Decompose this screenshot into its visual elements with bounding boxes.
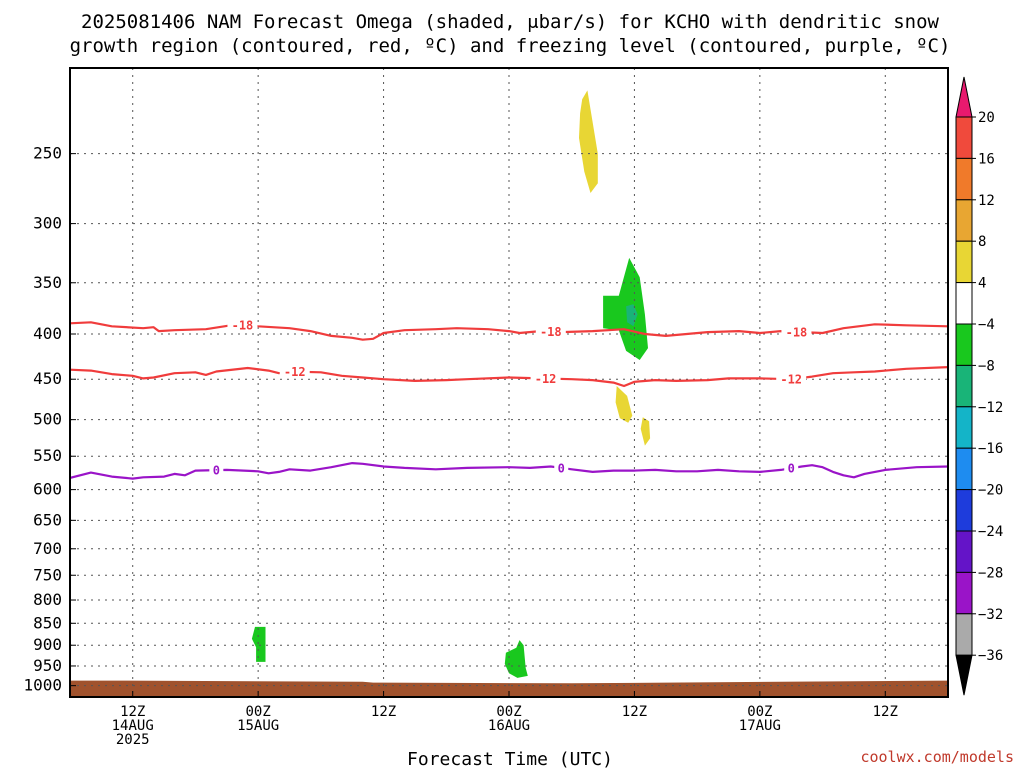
- omega-shade-1: [603, 257, 648, 360]
- contour-label-bg-2-0: [209, 463, 224, 478]
- y-tick-label-700: 700: [33, 539, 62, 558]
- grid-lines: [70, 68, 948, 697]
- plot-frame: [69, 67, 949, 698]
- y-tick-label-1000: 1000: [23, 676, 62, 695]
- colorbar-label-8: −16: [978, 441, 1003, 457]
- contour-label-bg-1-2: [776, 372, 807, 387]
- plot-content: -18 -18 -18 -12 -12 -12 0 0 0: [70, 68, 948, 697]
- x-tick-label-18-1: 15AUG: [237, 718, 279, 734]
- omega-shade-0: [579, 90, 598, 193]
- colorbar-segment-4: [955, 282, 973, 325]
- colorbar-label-12: −32: [978, 607, 1003, 623]
- y-tick-label-900: 900: [33, 635, 62, 654]
- x-tick-label-66-1: 17AUG: [739, 718, 781, 734]
- contour-label-2-0: 0: [213, 464, 220, 478]
- chart-title-line-2: growth region (contoured, red, ºC) and f…: [70, 35, 951, 57]
- x-axis-label: Forecast Time (UTC): [407, 749, 613, 768]
- colorbar-segment-3: [955, 240, 973, 284]
- y-tick-label-350: 350: [33, 273, 62, 292]
- x-tick-label-6-1: 14AUG: [112, 718, 154, 734]
- contour-label-bg-1-1: [530, 371, 561, 386]
- contour-label-bg-0-1: [535, 324, 566, 339]
- colorbar-label-3: 8: [978, 234, 986, 250]
- contour-label-0-1: -18: [540, 325, 562, 339]
- x-tick-label-30-0: 12Z: [371, 704, 396, 720]
- y-tick-label-950: 950: [33, 656, 62, 675]
- contour-line-0: [70, 321, 948, 341]
- y-tick-label-750: 750: [33, 565, 62, 584]
- contour-label-bg-0-2: [781, 324, 812, 339]
- y-tick-label-450: 450: [33, 369, 62, 388]
- omega-shade-4: [640, 417, 651, 446]
- y-tick-label-500: 500: [33, 410, 62, 429]
- plot-area: -18 -18 -18 -12 -12 -12 0 0 0 250 300 350 400 450 500 5…: [23, 67, 949, 748]
- colorbar-label-4: 4: [978, 276, 986, 292]
- colorbar-label-9: −20: [978, 483, 1003, 499]
- colorbar-label-7: −12: [978, 400, 1003, 416]
- colorbar-label-0: 20: [978, 110, 995, 126]
- contour-label-2-1: 0: [558, 461, 565, 475]
- x-tick-label-42-0: 00Z: [496, 704, 521, 720]
- y-tick-label-550: 550: [33, 446, 62, 465]
- x-tick-label-54-0: 12Z: [622, 704, 647, 720]
- colorbar-segment-1: [955, 157, 973, 201]
- x-tick-label-42-1: 16AUG: [488, 718, 530, 734]
- contour-label-bg-2-1: [554, 460, 569, 475]
- colorbar-segment-9: [955, 489, 973, 532]
- colorbar-label-11: −28: [978, 565, 1003, 581]
- colorbar-label-13: −36: [978, 648, 1003, 664]
- y-tick-label-300: 300: [33, 214, 62, 233]
- omega-shade-5: [251, 626, 266, 662]
- colorbar-label-10: −24: [978, 524, 1003, 540]
- colorbar-label-5: −4: [978, 317, 995, 333]
- contour-label-0-0: -18: [232, 318, 254, 332]
- colorbar-label-1: 16: [978, 151, 995, 167]
- contour-label-bg-2-2: [784, 461, 799, 476]
- contour-label-bg-0-0: [227, 317, 258, 332]
- y-tick-label-250: 250: [33, 144, 62, 163]
- colorbar-segment-7: [955, 406, 973, 449]
- y-tick-label-600: 600: [33, 480, 62, 499]
- contour-label-2-2: 0: [788, 462, 795, 476]
- colorbar-top-arrow: [955, 76, 973, 118]
- colorbar-segment-12: [955, 613, 973, 656]
- contour-label-0-2: -18: [786, 325, 808, 339]
- colorbar-segment-8: [955, 447, 973, 491]
- colorbar-segment-0: [955, 116, 973, 159]
- contour-line-2: [70, 462, 948, 480]
- y-tick-label-650: 650: [33, 510, 62, 529]
- terrain-ground: [70, 680, 948, 697]
- x-tick-label-66-0: 00Z: [747, 704, 772, 720]
- colorbar-segment-5: [955, 323, 973, 366]
- contour-line-1: [70, 366, 948, 388]
- x-tick-label-78-0: 12Z: [873, 704, 898, 720]
- colorbar-label-6: −8: [978, 358, 995, 374]
- y-tick-label-850: 850: [33, 613, 62, 632]
- y-tick-label-800: 800: [33, 590, 62, 609]
- x-tick-label-18-0: 00Z: [245, 704, 270, 720]
- contour-label-1-1: -12: [535, 372, 557, 386]
- chart-title-line-1: 2025081406 NAM Forecast Omega (shaded, μ…: [81, 11, 939, 33]
- colorbar-bottom-arrow: [955, 654, 973, 696]
- y-tick-label-400: 400: [33, 324, 62, 343]
- omega-colorbar: 20 16 12 8 4 −4 −8 −12 −16 −20 −24 −28 −32 −36: [955, 76, 1003, 696]
- x-tick-label-6-2: 2025: [116, 732, 150, 748]
- colorbar-segment-2: [955, 199, 973, 242]
- omega-shade-6: [504, 640, 528, 678]
- colorbar-segment-10: [955, 530, 973, 573]
- colorbar-segment-6: [955, 364, 973, 408]
- colorbar-label-2: 12: [978, 193, 995, 209]
- contour-label-1-2: -12: [780, 373, 802, 387]
- contour-label-bg-1-0: [279, 364, 310, 379]
- x-tick-label-6-0: 12Z: [120, 704, 145, 720]
- chart-title: 2025081406 NAM Forecast Omega (shaded, μ…: [70, 11, 951, 57]
- omega-shade-3: [615, 386, 633, 423]
- contour-label-1-0: -12: [284, 365, 306, 379]
- source-credit: coolwx.com/models: [860, 748, 1014, 766]
- colorbar-segment-11: [955, 571, 973, 615]
